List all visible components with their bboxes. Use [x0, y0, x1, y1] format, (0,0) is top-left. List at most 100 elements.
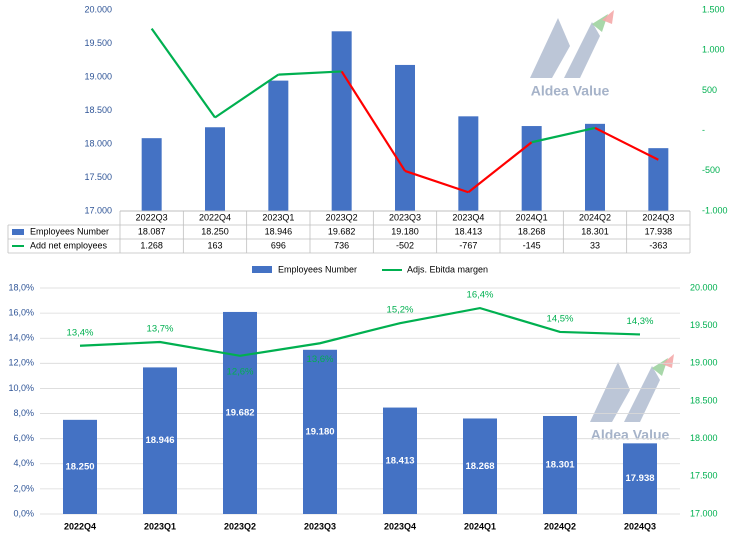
legend-key-employees — [252, 266, 272, 273]
logo-leaf-red — [662, 354, 674, 368]
bottom-line-label: 15,2% — [387, 305, 414, 316]
table-series-name-net: Add net employees — [30, 240, 108, 250]
bottom-line-label: 13,7% — [147, 324, 174, 335]
top-line-net-employees-segment — [594, 126, 659, 161]
top-line-net-employees-segment — [531, 126, 596, 144]
top-category-label: 2024Q2 — [579, 212, 611, 222]
top-right-tick-label: -1.000 — [702, 205, 728, 215]
bottom-line-label: 12,6% — [227, 366, 254, 377]
bottom-bar-employees — [143, 367, 177, 514]
bottom-bar-employees — [303, 349, 337, 514]
bottom-bar-label: 19.682 — [225, 407, 254, 418]
table-cell-employees: 18.946 — [265, 226, 293, 236]
table-cell-employees: 18.087 — [138, 226, 166, 236]
top-category-label: 2024Q3 — [642, 212, 674, 222]
top-right-tick-label: 1.500 — [702, 4, 725, 14]
top-left-tick-label: 18.500 — [84, 105, 112, 115]
table-legend-key-bar — [12, 229, 24, 235]
table-cell-employees: 18.250 — [201, 226, 229, 236]
top-line-net-employees-segment — [467, 141, 533, 194]
bottom-left-tick-label: 0,0% — [13, 508, 34, 518]
bottom-bar-label: 18.413 — [385, 455, 414, 466]
bottom-bar-label: 18.946 — [145, 435, 174, 446]
table-cell-net: 736 — [334, 240, 349, 250]
bottom-left-tick-label: 14,0% — [8, 333, 34, 343]
top-category-label: 2023Q2 — [326, 212, 358, 222]
bottom-bar-label: 18.268 — [465, 461, 494, 472]
bottom-left-tick-label: 16,0% — [8, 307, 34, 317]
logo-text: Aldea Value — [531, 83, 610, 99]
bottom-bar-employees — [223, 311, 257, 514]
table-cell-net: -145 — [523, 240, 541, 250]
employees-chart-top: 20.000 19.500 19.000 18.500 18.000 17.500 17.0… — [7, 4, 728, 254]
ebitda-chart-bottom: Employees Number Adjs. Ebitda margen 18,0%… — [8, 264, 717, 531]
legend-label-ebitda: Adjs. Ebitda margen — [407, 264, 488, 274]
bottom-bar-employees — [463, 418, 497, 514]
bottom-right-tick-label: 18.000 — [690, 433, 718, 443]
bottom-left-tick-label: 12,0% — [8, 358, 34, 368]
bottom-left-tick-label: 10,0% — [8, 383, 34, 393]
top-bar-employees — [141, 138, 162, 211]
table-cell-employees: 19.682 — [328, 226, 356, 236]
aldea-value-logo-top: Aldea Value — [530, 10, 614, 99]
logo-shape-right — [564, 22, 600, 78]
bottom-left-tick-label: 4,0% — [13, 458, 34, 468]
table-cell-employees: 18.268 — [518, 226, 546, 236]
table-cell-net: 163 — [207, 240, 222, 250]
top-bar-employees — [648, 148, 669, 211]
table-series-name-employees: Employees Number — [30, 226, 109, 236]
bottom-right-tick-label: 19.500 — [690, 320, 718, 330]
logo-text: Aldea Value — [591, 427, 670, 443]
bottom-category-label: 2023Q2 — [224, 521, 256, 531]
bottom-left-tick-label: 6,0% — [13, 433, 34, 443]
bottom-category-label: 2022Q4 — [64, 521, 96, 531]
top-bar-employees — [268, 80, 289, 211]
table-cell-employees: 18.301 — [581, 226, 609, 236]
aldea-value-logo-bottom: Aldea Value — [590, 354, 674, 443]
table-cell-net: 1.268 — [140, 240, 163, 250]
bottom-category-label: 2024Q1 — [464, 521, 496, 531]
top-left-tick-label: 17.500 — [84, 172, 112, 182]
bottom-line-ebitda — [79, 306, 641, 357]
top-line-net-employees-segment — [214, 73, 279, 119]
bottom-bar-employees — [63, 419, 97, 514]
table-cell-net: -363 — [649, 240, 667, 250]
table-cell-employees: 19.180 — [391, 226, 419, 236]
top-bar-employees — [458, 116, 479, 211]
table-cell-net: 33 — [590, 240, 600, 250]
logo-shape-right — [624, 366, 660, 422]
bottom-category-label: 2023Q4 — [384, 521, 416, 531]
bottom-bar-label: 17.938 — [625, 473, 654, 484]
bottom-line-label: 14,5% — [547, 313, 574, 324]
bottom-left-tick-label: 2,0% — [13, 483, 34, 493]
top-bar-employees — [585, 123, 605, 211]
logo-leaf-red — [602, 10, 614, 24]
bottom-left-tick-label: 8,0% — [13, 408, 34, 418]
bottom-bar-employees — [383, 407, 417, 514]
top-right-tick-label: - — [702, 125, 705, 135]
top-right-tick-label: -500 — [702, 165, 720, 175]
table-cell-employees: 17.938 — [645, 226, 673, 236]
bottom-right-tick-label: 17.000 — [690, 508, 718, 518]
top-category-label: 2022Q3 — [136, 212, 168, 222]
top-left-tick-label: 20.000 — [84, 4, 112, 14]
bottom-bar-label: 18.301 — [545, 460, 575, 471]
bottom-right-tick-label: 20.000 — [690, 282, 718, 292]
bottom-line-label: 13,4% — [67, 327, 94, 338]
top-left-tick-label: 19.000 — [84, 71, 112, 81]
bottom-line-label: 13,6% — [307, 354, 334, 365]
logo-shape-left — [530, 18, 570, 78]
bottom-category-label: 2023Q1 — [144, 521, 176, 531]
bottom-left-tick-label: 18,0% — [8, 282, 34, 292]
top-bar-employees — [395, 64, 415, 211]
bottom-bar-employees — [543, 415, 577, 514]
bottom-right-tick-label: 19.000 — [690, 358, 718, 368]
top-bar-employees — [521, 126, 542, 211]
logo-shape-left — [590, 362, 630, 422]
top-left-tick-label: 17.000 — [84, 205, 112, 215]
table-cell-net: -502 — [396, 240, 414, 250]
bottom-category-label: 2024Q3 — [624, 521, 656, 531]
top-line-net-employees-segment — [404, 169, 469, 194]
table-cell-employees: 18.413 — [455, 226, 483, 236]
